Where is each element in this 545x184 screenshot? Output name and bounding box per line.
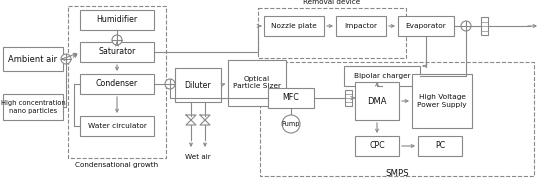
Text: DMA: DMA [367, 96, 387, 105]
FancyBboxPatch shape [481, 17, 487, 35]
FancyBboxPatch shape [355, 136, 399, 156]
Text: Nozzle plate: Nozzle plate [271, 23, 317, 29]
FancyBboxPatch shape [264, 16, 324, 36]
Text: MFC: MFC [283, 93, 299, 102]
FancyBboxPatch shape [80, 74, 154, 94]
Circle shape [165, 79, 175, 89]
Text: Wet air: Wet air [185, 154, 211, 160]
Text: Condenser: Condenser [96, 79, 138, 89]
FancyBboxPatch shape [3, 94, 63, 120]
Text: Condensational growth: Condensational growth [75, 162, 159, 168]
FancyBboxPatch shape [80, 10, 154, 30]
FancyBboxPatch shape [344, 66, 420, 86]
Circle shape [112, 35, 122, 45]
FancyBboxPatch shape [80, 42, 154, 62]
Text: CPC: CPC [369, 141, 385, 151]
Text: Evaporator: Evaporator [405, 23, 446, 29]
FancyBboxPatch shape [344, 90, 352, 106]
Text: Removal device: Removal device [304, 0, 361, 5]
Text: Pump: Pump [282, 121, 300, 127]
Text: Water circulator: Water circulator [88, 123, 147, 129]
FancyBboxPatch shape [355, 82, 399, 120]
FancyBboxPatch shape [175, 68, 221, 102]
Text: Humidifier: Humidifier [96, 15, 137, 24]
Text: Bipolar charger: Bipolar charger [354, 73, 410, 79]
Text: Optical
Particle Sizer: Optical Particle Sizer [233, 77, 281, 89]
Text: High Voltage
Power Supply: High Voltage Power Supply [417, 95, 467, 107]
FancyBboxPatch shape [412, 74, 472, 128]
Text: PC: PC [435, 141, 445, 151]
Circle shape [461, 21, 471, 31]
Circle shape [61, 54, 71, 64]
FancyBboxPatch shape [3, 47, 63, 71]
Text: High concentration
nano particles: High concentration nano particles [1, 100, 65, 114]
FancyBboxPatch shape [268, 88, 314, 108]
FancyBboxPatch shape [418, 136, 462, 156]
FancyBboxPatch shape [398, 16, 454, 36]
FancyBboxPatch shape [228, 60, 286, 106]
FancyBboxPatch shape [336, 16, 386, 36]
FancyBboxPatch shape [80, 116, 154, 136]
Circle shape [282, 115, 300, 133]
Text: Ambient air: Ambient air [8, 54, 58, 63]
Text: Saturator: Saturator [99, 47, 136, 56]
Text: Diluter: Diluter [185, 81, 211, 89]
Text: Impactor: Impactor [344, 23, 378, 29]
Text: SMPS: SMPS [385, 169, 409, 178]
